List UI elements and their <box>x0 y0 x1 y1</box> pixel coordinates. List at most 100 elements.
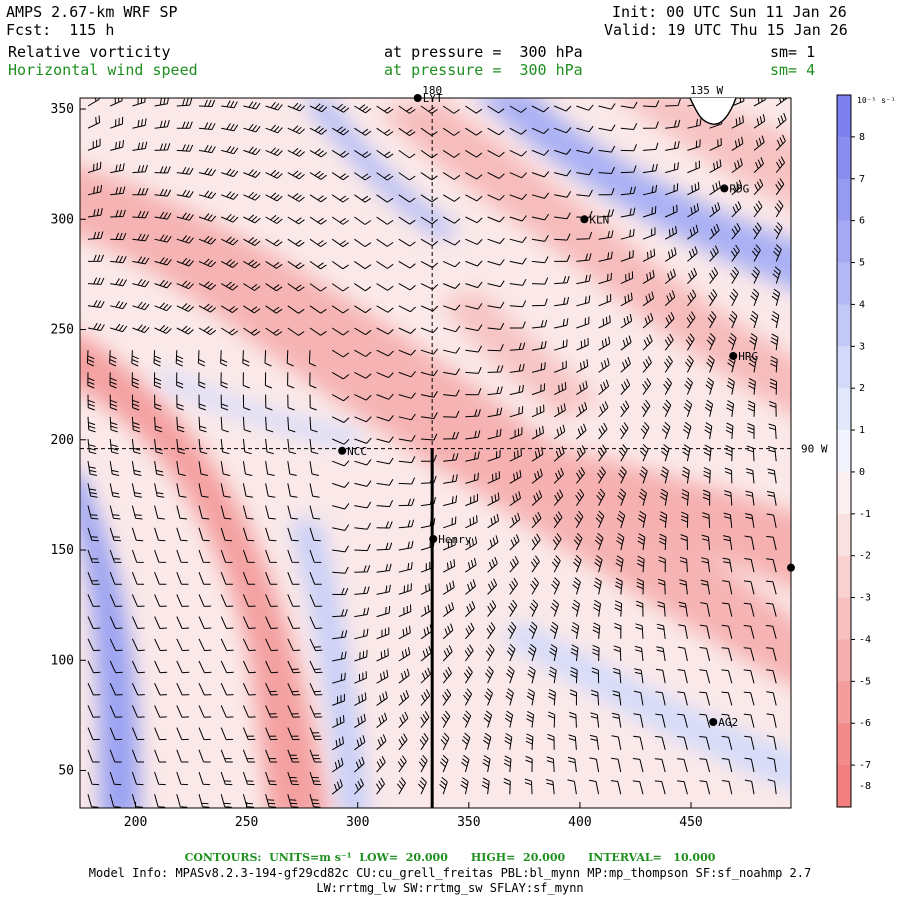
wind-barb <box>509 556 519 573</box>
wind-barb <box>463 688 473 706</box>
wind-barb <box>687 267 698 284</box>
wind-barb <box>131 372 139 389</box>
colorbar-label: -1 <box>859 509 871 520</box>
wind-barb <box>132 233 150 242</box>
wind-barb <box>376 734 387 751</box>
wind-barb <box>487 386 503 396</box>
wind-barb <box>131 549 144 563</box>
wind-barb <box>198 527 210 542</box>
wind-barb <box>110 232 127 241</box>
wind-barb <box>443 283 461 289</box>
wind-barb <box>443 304 461 311</box>
wind-barb <box>243 214 261 224</box>
wind-barb <box>87 416 96 433</box>
wind-barb <box>132 118 147 129</box>
wind-barb <box>398 149 416 159</box>
wind-barb <box>331 416 350 423</box>
wind-barb <box>767 468 777 484</box>
station-label: NCC <box>347 445 367 458</box>
wind-barb <box>242 350 250 367</box>
wind-barb <box>354 416 372 423</box>
wind-barb <box>154 638 168 652</box>
wind-barb <box>728 310 738 329</box>
wind-barb <box>664 225 678 240</box>
wind-barb <box>176 461 186 476</box>
wind-barb <box>721 624 733 639</box>
wind-barb <box>709 223 720 240</box>
wind-barb <box>287 416 296 433</box>
wind-barb <box>154 461 164 476</box>
wind-barb <box>309 148 328 158</box>
wind-barb <box>680 511 689 528</box>
wind-barb <box>775 98 788 107</box>
wind-barb <box>87 161 102 174</box>
wind-barb <box>610 780 622 795</box>
wind-barb <box>462 710 472 728</box>
wind-barb <box>265 260 283 269</box>
wind-barb <box>443 347 461 354</box>
wind-barb <box>443 537 456 551</box>
wind-barb <box>487 105 505 114</box>
wind-barb <box>376 260 394 269</box>
wind-barb <box>509 278 527 286</box>
wind-barb <box>287 549 300 563</box>
wind-barb <box>531 468 543 484</box>
wind-barb <box>442 666 452 684</box>
wind-barb <box>576 316 590 329</box>
wind-barb <box>243 305 261 314</box>
colorbar-label: -7 <box>859 760 871 771</box>
wind-barb <box>611 757 622 773</box>
wind-barb <box>642 121 659 129</box>
wind-barb <box>398 283 416 291</box>
wind-barb <box>687 289 697 307</box>
wind-barb <box>221 123 239 132</box>
wind-barb <box>154 594 167 607</box>
wind-barb <box>309 794 321 808</box>
wind-barb <box>775 112 787 129</box>
wind-barb <box>154 211 172 220</box>
wind-barb <box>723 512 733 528</box>
wind-barb <box>287 727 300 741</box>
wind-barb <box>443 431 459 440</box>
wind-barb <box>397 755 407 773</box>
wind-barb <box>131 594 145 607</box>
wind-barb <box>154 302 172 312</box>
wind-barb <box>109 416 118 433</box>
wind-barb <box>132 98 146 107</box>
wind-barb <box>198 682 212 696</box>
wind-barb <box>243 283 261 291</box>
wind-barb <box>635 623 644 639</box>
wind-barb <box>442 601 455 617</box>
wind-barb <box>376 521 393 529</box>
wind-barb <box>309 125 328 135</box>
wind-barb <box>420 369 439 377</box>
wind-barb <box>461 754 470 773</box>
wind-barb <box>775 178 785 196</box>
wind-barb <box>109 372 117 389</box>
wind-barb <box>154 505 165 520</box>
wind-barb <box>420 711 430 728</box>
wind-barb <box>665 183 679 196</box>
wind-barb <box>398 456 416 464</box>
wind-barb <box>508 599 518 617</box>
wind-barb <box>376 371 394 379</box>
wind-barb <box>87 527 99 542</box>
wind-barb <box>598 293 612 307</box>
wind-barb <box>531 490 543 506</box>
wind-barb <box>598 124 616 132</box>
wind-barb <box>554 105 572 112</box>
wind-barb <box>465 388 482 396</box>
wind-barb <box>110 255 127 264</box>
wind-barb <box>398 194 416 203</box>
wind-barb <box>398 733 408 751</box>
wind-barb <box>220 281 239 291</box>
wind-barb <box>198 483 209 498</box>
colorbar-segment <box>837 220 851 264</box>
wind-barb <box>531 105 550 113</box>
wind-barb <box>549 621 559 639</box>
wind-barb <box>612 667 622 684</box>
wind-barb <box>768 423 777 440</box>
wind-barb <box>576 337 589 351</box>
wind-barb <box>176 212 194 221</box>
wind-barb <box>87 372 95 389</box>
